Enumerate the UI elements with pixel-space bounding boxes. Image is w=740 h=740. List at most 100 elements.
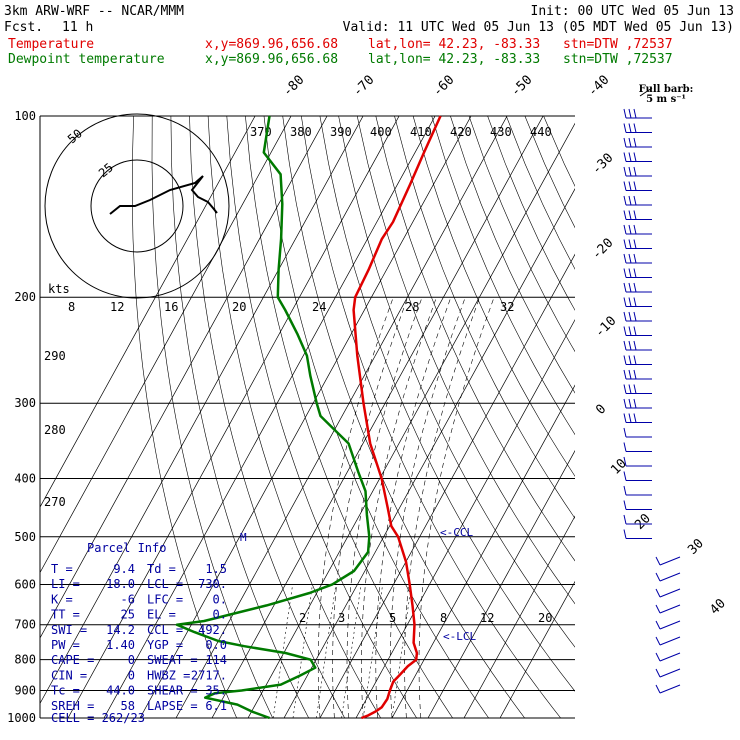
isotherm-30 xyxy=(427,450,575,718)
hodograph-label-outer: 50 xyxy=(65,126,85,146)
pressure-tick-900: 900 xyxy=(14,683,36,697)
theta-label-430: 430 xyxy=(490,125,512,139)
legend-dewpoint-latlon: lat,lon= 42.23, -83.33 xyxy=(368,52,540,67)
parcel-row-label2-2: LFC = xyxy=(147,592,183,606)
parcel-row-value2-0: 1.5 xyxy=(205,562,227,576)
wind-barb-6 xyxy=(623,195,652,206)
dry-adiabat-400 xyxy=(412,116,575,477)
mixing-height-marker: M xyxy=(240,531,247,544)
wind-barb-7 xyxy=(623,210,652,220)
parcel-cell: CELL = 262/23 xyxy=(51,711,145,725)
forecast-hour: 11 h xyxy=(62,20,93,35)
parcel-row-label-4: SWI = xyxy=(51,623,87,637)
parcel-row-value2-7: 2717. xyxy=(191,668,227,682)
model-title: 3km ARW-WRF -- NCAR/MMM xyxy=(4,4,184,19)
mixing-ratio-top-label-8: 8 xyxy=(68,300,75,314)
theta-label-390: 390 xyxy=(330,125,352,139)
parcel-row-value-8: 44.0 xyxy=(106,684,135,698)
isotherm-0 xyxy=(319,253,575,718)
parcel-row-value-1: 18.0 xyxy=(106,577,135,591)
hodograph-label-inner: 25 xyxy=(96,160,116,180)
parcel-row-label2-9: LAPSE = xyxy=(147,699,198,713)
wind-barb-11 xyxy=(623,268,652,278)
isotherm--20 xyxy=(247,122,575,718)
svg-text:<-CCL: <-CCL xyxy=(440,526,473,539)
isotherm-label-10: 10 xyxy=(608,456,630,478)
wind-barb-10 xyxy=(623,253,652,264)
theta-low-label-270: 270 xyxy=(44,495,66,509)
mixing-ratio-top-label-16: 16 xyxy=(164,300,178,314)
isotherm-label-40: 40 xyxy=(707,596,729,618)
wind-barb-19 xyxy=(623,384,652,394)
moist-adiabat-20 xyxy=(389,297,466,718)
isotherm-label--80: -80 xyxy=(280,73,307,100)
hodograph-trace xyxy=(109,175,218,215)
wind-barb-low-4 xyxy=(655,620,681,630)
legend-temperature-latlon: lat,lon= 42.23, -83.33 xyxy=(368,37,540,52)
mixing-ratio-top-label-24: 24 xyxy=(312,300,326,314)
isotherm-20 xyxy=(391,384,575,718)
wind-barb-5 xyxy=(623,181,652,191)
pressure-tick-400: 400 xyxy=(14,471,36,485)
wind-barb-28 xyxy=(623,514,652,525)
wind-barb-4 xyxy=(623,166,652,177)
wind-barb-low-5 xyxy=(655,636,681,646)
wind-barb-29 xyxy=(623,529,652,539)
parcel-row-label2-5: YGP = xyxy=(147,638,183,652)
wind-barb-21 xyxy=(623,413,652,423)
hodograph-ring-outer xyxy=(44,113,230,299)
isobars xyxy=(39,115,575,719)
isotherm--80 xyxy=(40,116,364,705)
wind-barb-17 xyxy=(623,355,652,365)
parcel-row-value-9: 58 xyxy=(121,699,135,713)
dry-adiabat-440 xyxy=(487,116,575,311)
moist-adiabat-24 xyxy=(404,297,480,718)
isotherm--60 xyxy=(103,116,436,718)
dry-adiabat-310 xyxy=(245,116,453,718)
parcel-row-value2-1: 730. xyxy=(198,577,227,591)
dry-adiabat-410 xyxy=(431,116,575,436)
barb-key-line1: Full barb: xyxy=(639,84,694,95)
moist-adiabat-12 xyxy=(361,297,437,718)
init-time: Init: 00 UTC Wed 05 Jun 13 xyxy=(531,4,735,19)
wind-barb-18 xyxy=(623,369,652,380)
wind-barb-1 xyxy=(623,123,652,133)
moist-adiabat-0 xyxy=(317,297,394,718)
isotherm-40 xyxy=(463,515,575,718)
isotherm--10 xyxy=(283,188,575,718)
isotherm-10 xyxy=(355,319,575,718)
parcel-row-value2-2: 0. xyxy=(213,592,227,606)
parcel-row-label-3: TT = xyxy=(51,608,80,622)
dry-adiabat-340 xyxy=(301,116,561,718)
dry-adiabat-470 xyxy=(543,116,575,187)
wind-barb-14 xyxy=(623,311,652,322)
legend-temperature-stn: stn=DTW ,72537 xyxy=(563,37,673,52)
dry-adiabat-330 xyxy=(282,116,525,718)
wind-barb-16 xyxy=(623,340,652,351)
wind-barb-12 xyxy=(623,282,652,293)
theta-label-400: 400 xyxy=(370,125,392,139)
legend-dewpoint: Dewpoint temperature xyxy=(8,52,165,67)
dry-adiabat-250 xyxy=(132,116,237,718)
valid-time: Valid: 11 UTC Wed 05 Jun 13 (05 MDT Wed … xyxy=(343,20,734,35)
lcl-marker: <-LCL xyxy=(443,630,476,643)
mixing-ratio-low-label-3: 3 xyxy=(338,611,345,625)
isotherm--50 xyxy=(139,116,472,718)
mixing-ratio-low-label-5: 5 xyxy=(389,611,396,625)
wind-barb-25 xyxy=(623,471,652,481)
pressure-tick-1000: 1000 xyxy=(7,711,36,725)
parcel-row-value-4: 14.2 xyxy=(106,623,135,637)
isotherm-label-30: 30 xyxy=(685,536,707,558)
wind-barb-20 xyxy=(623,398,652,409)
parcel-row-label-2: K = xyxy=(51,592,73,606)
parcel-row-label-6: CAPE = xyxy=(51,653,94,667)
mixing-ratio-low-label-8: 8 xyxy=(440,611,447,625)
isotherm-label--60: -60 xyxy=(430,73,457,100)
parcel-row-label-5: PW = xyxy=(51,638,80,652)
dry-adiabat-350 xyxy=(319,116,575,692)
wind-barb-9 xyxy=(623,239,652,249)
moist-adiabat-28 xyxy=(418,297,495,718)
wind-barbs xyxy=(623,108,681,694)
dry-adiabat-370 xyxy=(356,116,575,605)
parcel-row-label2-6: SWEAT = xyxy=(147,653,198,667)
